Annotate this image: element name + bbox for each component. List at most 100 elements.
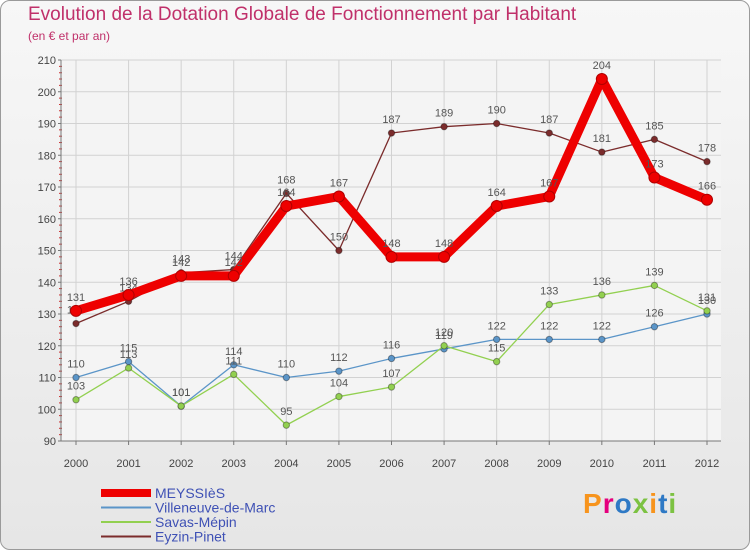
data-point	[387, 354, 396, 363]
x-tick-label: 2005	[327, 458, 351, 470]
y-tick-label: 210	[38, 55, 56, 67]
x-tick-label: 2009	[537, 458, 561, 470]
logo-letter: r	[602, 488, 615, 519]
y-tick-label: 130	[38, 309, 56, 321]
logo-letter: o	[614, 488, 633, 519]
data-point	[650, 281, 659, 290]
data-point	[280, 200, 293, 213]
proxiti-logo: Proxiti	[583, 488, 677, 520]
legend-label: Villeneuve-de-Marc	[155, 500, 275, 516]
data-label: 190	[487, 105, 505, 117]
data-point	[440, 342, 448, 350]
data-label: 181	[593, 133, 611, 145]
data-point	[598, 335, 606, 344]
data-label: 185	[645, 120, 663, 132]
data-label: 101	[172, 387, 190, 399]
x-tick-label: 2007	[432, 458, 456, 470]
data-label: 166	[698, 181, 716, 193]
y-tick-label: 90	[44, 436, 56, 448]
x-tick-label: 2006	[379, 458, 403, 470]
data-label: 187	[382, 114, 400, 126]
data-label: 122	[540, 320, 558, 332]
data-point	[175, 269, 188, 282]
data-point	[438, 250, 451, 263]
data-label: 133	[540, 285, 558, 297]
data-point	[70, 304, 82, 317]
data-label: 104	[330, 378, 348, 390]
data-label: 115	[488, 343, 506, 355]
data-label: 148	[435, 238, 453, 250]
chart-title: Evolution de la Dotation Globale de Fonc…	[28, 4, 577, 25]
data-point	[492, 357, 501, 366]
y-tick-label: 150	[38, 246, 56, 258]
x-tick-label: 2001	[116, 458, 140, 470]
data-label: 136	[119, 276, 137, 288]
data-label: 189	[435, 108, 453, 120]
data-label: 103	[67, 381, 85, 393]
data-point	[227, 269, 240, 282]
data-label: 164	[277, 187, 295, 199]
data-label: 143	[172, 254, 190, 266]
legend-label: Savas-Mépin	[155, 514, 237, 530]
x-tick-label: 2004	[274, 458, 298, 470]
data-label: 107	[382, 368, 400, 380]
y-tick-label: 160	[38, 214, 56, 226]
data-label: 204	[593, 60, 611, 72]
data-point	[230, 370, 238, 379]
data-label: 115	[120, 343, 138, 355]
logo-letter: x	[632, 488, 650, 519]
y-tick-label: 180	[38, 150, 56, 162]
data-point	[492, 335, 501, 344]
data-point	[124, 364, 133, 372]
data-point	[387, 129, 396, 137]
y-tick-label: 100	[38, 404, 56, 416]
data-label: 142	[172, 257, 190, 269]
logo-letter: t	[658, 488, 669, 519]
data-point	[703, 157, 711, 166]
data-point	[598, 291, 606, 299]
data-point	[335, 246, 343, 255]
x-tick-label: 2008	[484, 458, 508, 470]
data-point	[122, 288, 135, 301]
data-point	[595, 73, 608, 86]
data-point	[282, 421, 291, 429]
data-point	[543, 190, 556, 203]
data-label: 112	[330, 352, 348, 364]
data-label: 187	[540, 114, 558, 126]
y-tick-label: 170	[38, 182, 56, 194]
y-tick-label: 120	[38, 341, 56, 353]
y-tick-label: 200	[38, 87, 56, 99]
data-point	[703, 307, 711, 315]
data-label: 119	[435, 330, 453, 342]
data-point	[598, 148, 606, 156]
data-point	[650, 323, 659, 331]
logo-letter: P	[583, 488, 603, 519]
data-point	[72, 396, 80, 404]
data-label: 122	[487, 320, 505, 332]
x-tick-label: 2012	[695, 458, 719, 470]
data-label: 167	[330, 178, 348, 190]
data-label: 126	[645, 308, 663, 320]
data-label: 139	[645, 266, 663, 278]
data-point	[335, 392, 343, 401]
data-point	[387, 383, 396, 391]
data-label: 131	[698, 292, 716, 304]
data-label: 114	[225, 346, 243, 358]
data-label: 168	[277, 174, 295, 186]
data-label: 113	[120, 349, 138, 361]
data-point	[490, 200, 503, 213]
data-label: 142	[225, 257, 243, 269]
data-point	[440, 122, 448, 131]
x-tick-label: 2000	[64, 458, 88, 470]
logo-letter: i	[649, 488, 659, 519]
data-label: 122	[593, 320, 611, 332]
data-point	[177, 402, 185, 410]
data-label: 120	[435, 327, 453, 339]
data-label: 148	[382, 238, 400, 250]
data-point	[545, 129, 553, 137]
data-point	[72, 319, 80, 328]
data-label: 144	[225, 251, 243, 263]
data-point	[230, 361, 238, 369]
data-point	[545, 335, 553, 344]
